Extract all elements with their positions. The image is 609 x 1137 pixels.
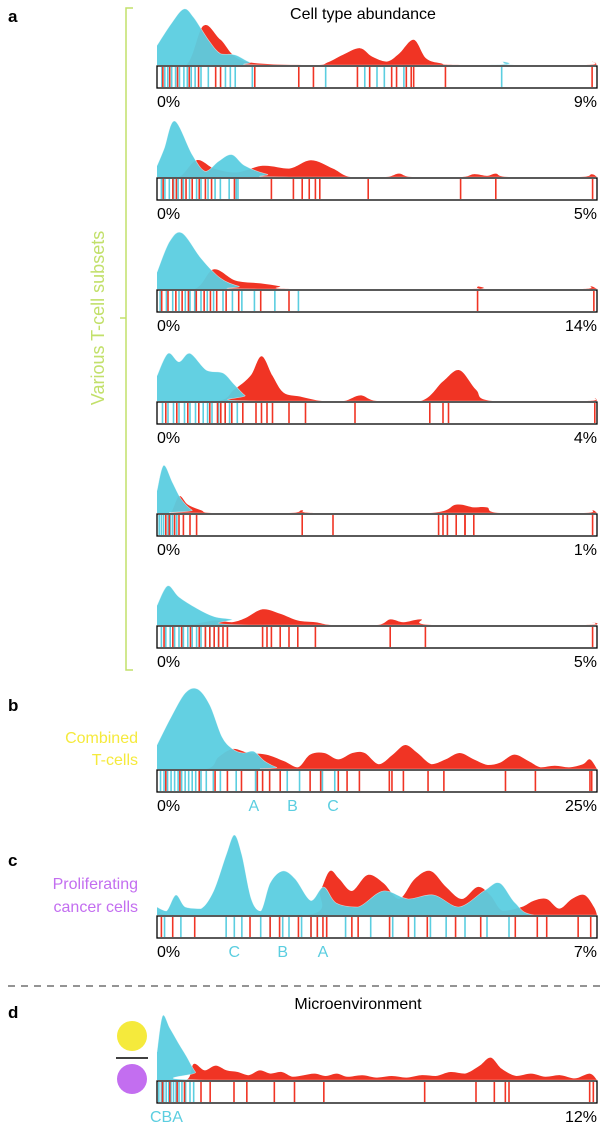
panel-letter-a: a bbox=[8, 7, 18, 26]
blue-density-edge bbox=[156, 834, 597, 916]
x-min-label: CBA bbox=[150, 1109, 183, 1126]
x-min-label: 0% bbox=[157, 318, 180, 335]
panel-letter-b: b bbox=[8, 696, 18, 715]
purple-circle-icon bbox=[117, 1064, 147, 1094]
red-density-area bbox=[157, 1057, 597, 1080]
panel-5: 0% 5% bbox=[156, 585, 598, 671]
blue-density-edge bbox=[156, 465, 597, 514]
blue-density-edge bbox=[156, 687, 597, 770]
rug-box bbox=[156, 769, 598, 793]
red-density-area bbox=[157, 496, 597, 513]
panel-4: 0% 1% bbox=[156, 465, 598, 559]
rug-box bbox=[156, 513, 598, 537]
blue-density-edge bbox=[156, 8, 597, 66]
marker-C: C bbox=[229, 944, 241, 961]
marker-A: A bbox=[248, 798, 259, 815]
blue-density-area bbox=[157, 585, 597, 625]
tcell-subsets-bracket bbox=[125, 7, 133, 671]
panel-letter-c: c bbox=[8, 851, 17, 870]
blue-density-edge bbox=[156, 1014, 597, 1081]
blue-density-area bbox=[157, 465, 597, 513]
x-max-label: 14% bbox=[565, 318, 597, 335]
x-min-label: 0% bbox=[157, 654, 180, 671]
marker-A: A bbox=[318, 944, 329, 961]
blue-density-edge bbox=[156, 120, 597, 178]
chart-title: Cell type abundance bbox=[290, 6, 436, 23]
rug-box bbox=[156, 289, 598, 313]
tcell-subsets-label: Various T-cell subsets bbox=[88, 231, 108, 405]
rug-box bbox=[156, 177, 598, 201]
blue-density-area bbox=[157, 835, 597, 915]
x-max-label: 25% bbox=[565, 798, 597, 815]
x-max-label: 5% bbox=[574, 654, 597, 671]
x-max-label: 7% bbox=[574, 944, 597, 961]
x-min-label: 0% bbox=[157, 542, 180, 559]
blue-density-edge bbox=[156, 585, 598, 626]
panel-0: 0% 9% bbox=[156, 8, 598, 111]
panel-8: CBA 12% bbox=[150, 1014, 598, 1126]
blue-density-area bbox=[157, 120, 597, 177]
blue-density-area bbox=[157, 353, 597, 401]
rug-box bbox=[156, 1080, 598, 1104]
proliferating-label-line1: Proliferating bbox=[53, 876, 138, 893]
x-min-label: 0% bbox=[157, 798, 180, 815]
marker-B: B bbox=[277, 944, 288, 961]
yellow-circle-icon bbox=[117, 1021, 147, 1051]
x-max-label: 1% bbox=[574, 542, 597, 559]
panel-3: 0% 4% bbox=[156, 352, 598, 447]
panel-7: 0% 7% C B A bbox=[156, 834, 598, 961]
x-min-label: 0% bbox=[157, 430, 180, 447]
red-density-area bbox=[157, 609, 598, 625]
blue-density-area bbox=[157, 688, 597, 769]
panel-1: 0% 5% bbox=[156, 120, 598, 223]
combined-tcells-label-line2: T-cells bbox=[92, 752, 138, 769]
blue-density-area bbox=[157, 8, 597, 66]
rug-box bbox=[156, 401, 598, 425]
x-min-label: 0% bbox=[157, 94, 180, 111]
panel-6: 0% 25% A B C bbox=[156, 687, 598, 815]
microenvironment-title: Microenvironment bbox=[294, 996, 422, 1013]
combined-tcells-label-line1: Combined bbox=[65, 730, 138, 747]
marker-C: C bbox=[327, 798, 339, 815]
x-max-label: 12% bbox=[565, 1109, 597, 1126]
x-max-label: 5% bbox=[574, 206, 597, 223]
red-density-area bbox=[157, 160, 597, 177]
x-min-label: 0% bbox=[157, 944, 180, 961]
marker-B: B bbox=[287, 798, 298, 815]
blue-density-area bbox=[157, 232, 597, 289]
x-max-label: 4% bbox=[574, 430, 597, 447]
blue-density-edge bbox=[156, 231, 597, 290]
blue-density-edge bbox=[156, 352, 597, 402]
panels-group: 0% 9%0% 5%0% 14%0% 4%0% 1%0% 5%0% 25%A B C0% 7%C B A… bbox=[150, 8, 598, 1126]
panel-letter-d: d bbox=[8, 1003, 18, 1022]
red-density-area bbox=[157, 356, 597, 401]
rug-box bbox=[156, 915, 598, 939]
x-min-label: 0% bbox=[157, 206, 180, 223]
proliferating-label-line2: cancer cells bbox=[54, 899, 138, 916]
x-max-label: 9% bbox=[574, 94, 597, 111]
panel-2: 0% 14% bbox=[156, 231, 598, 335]
